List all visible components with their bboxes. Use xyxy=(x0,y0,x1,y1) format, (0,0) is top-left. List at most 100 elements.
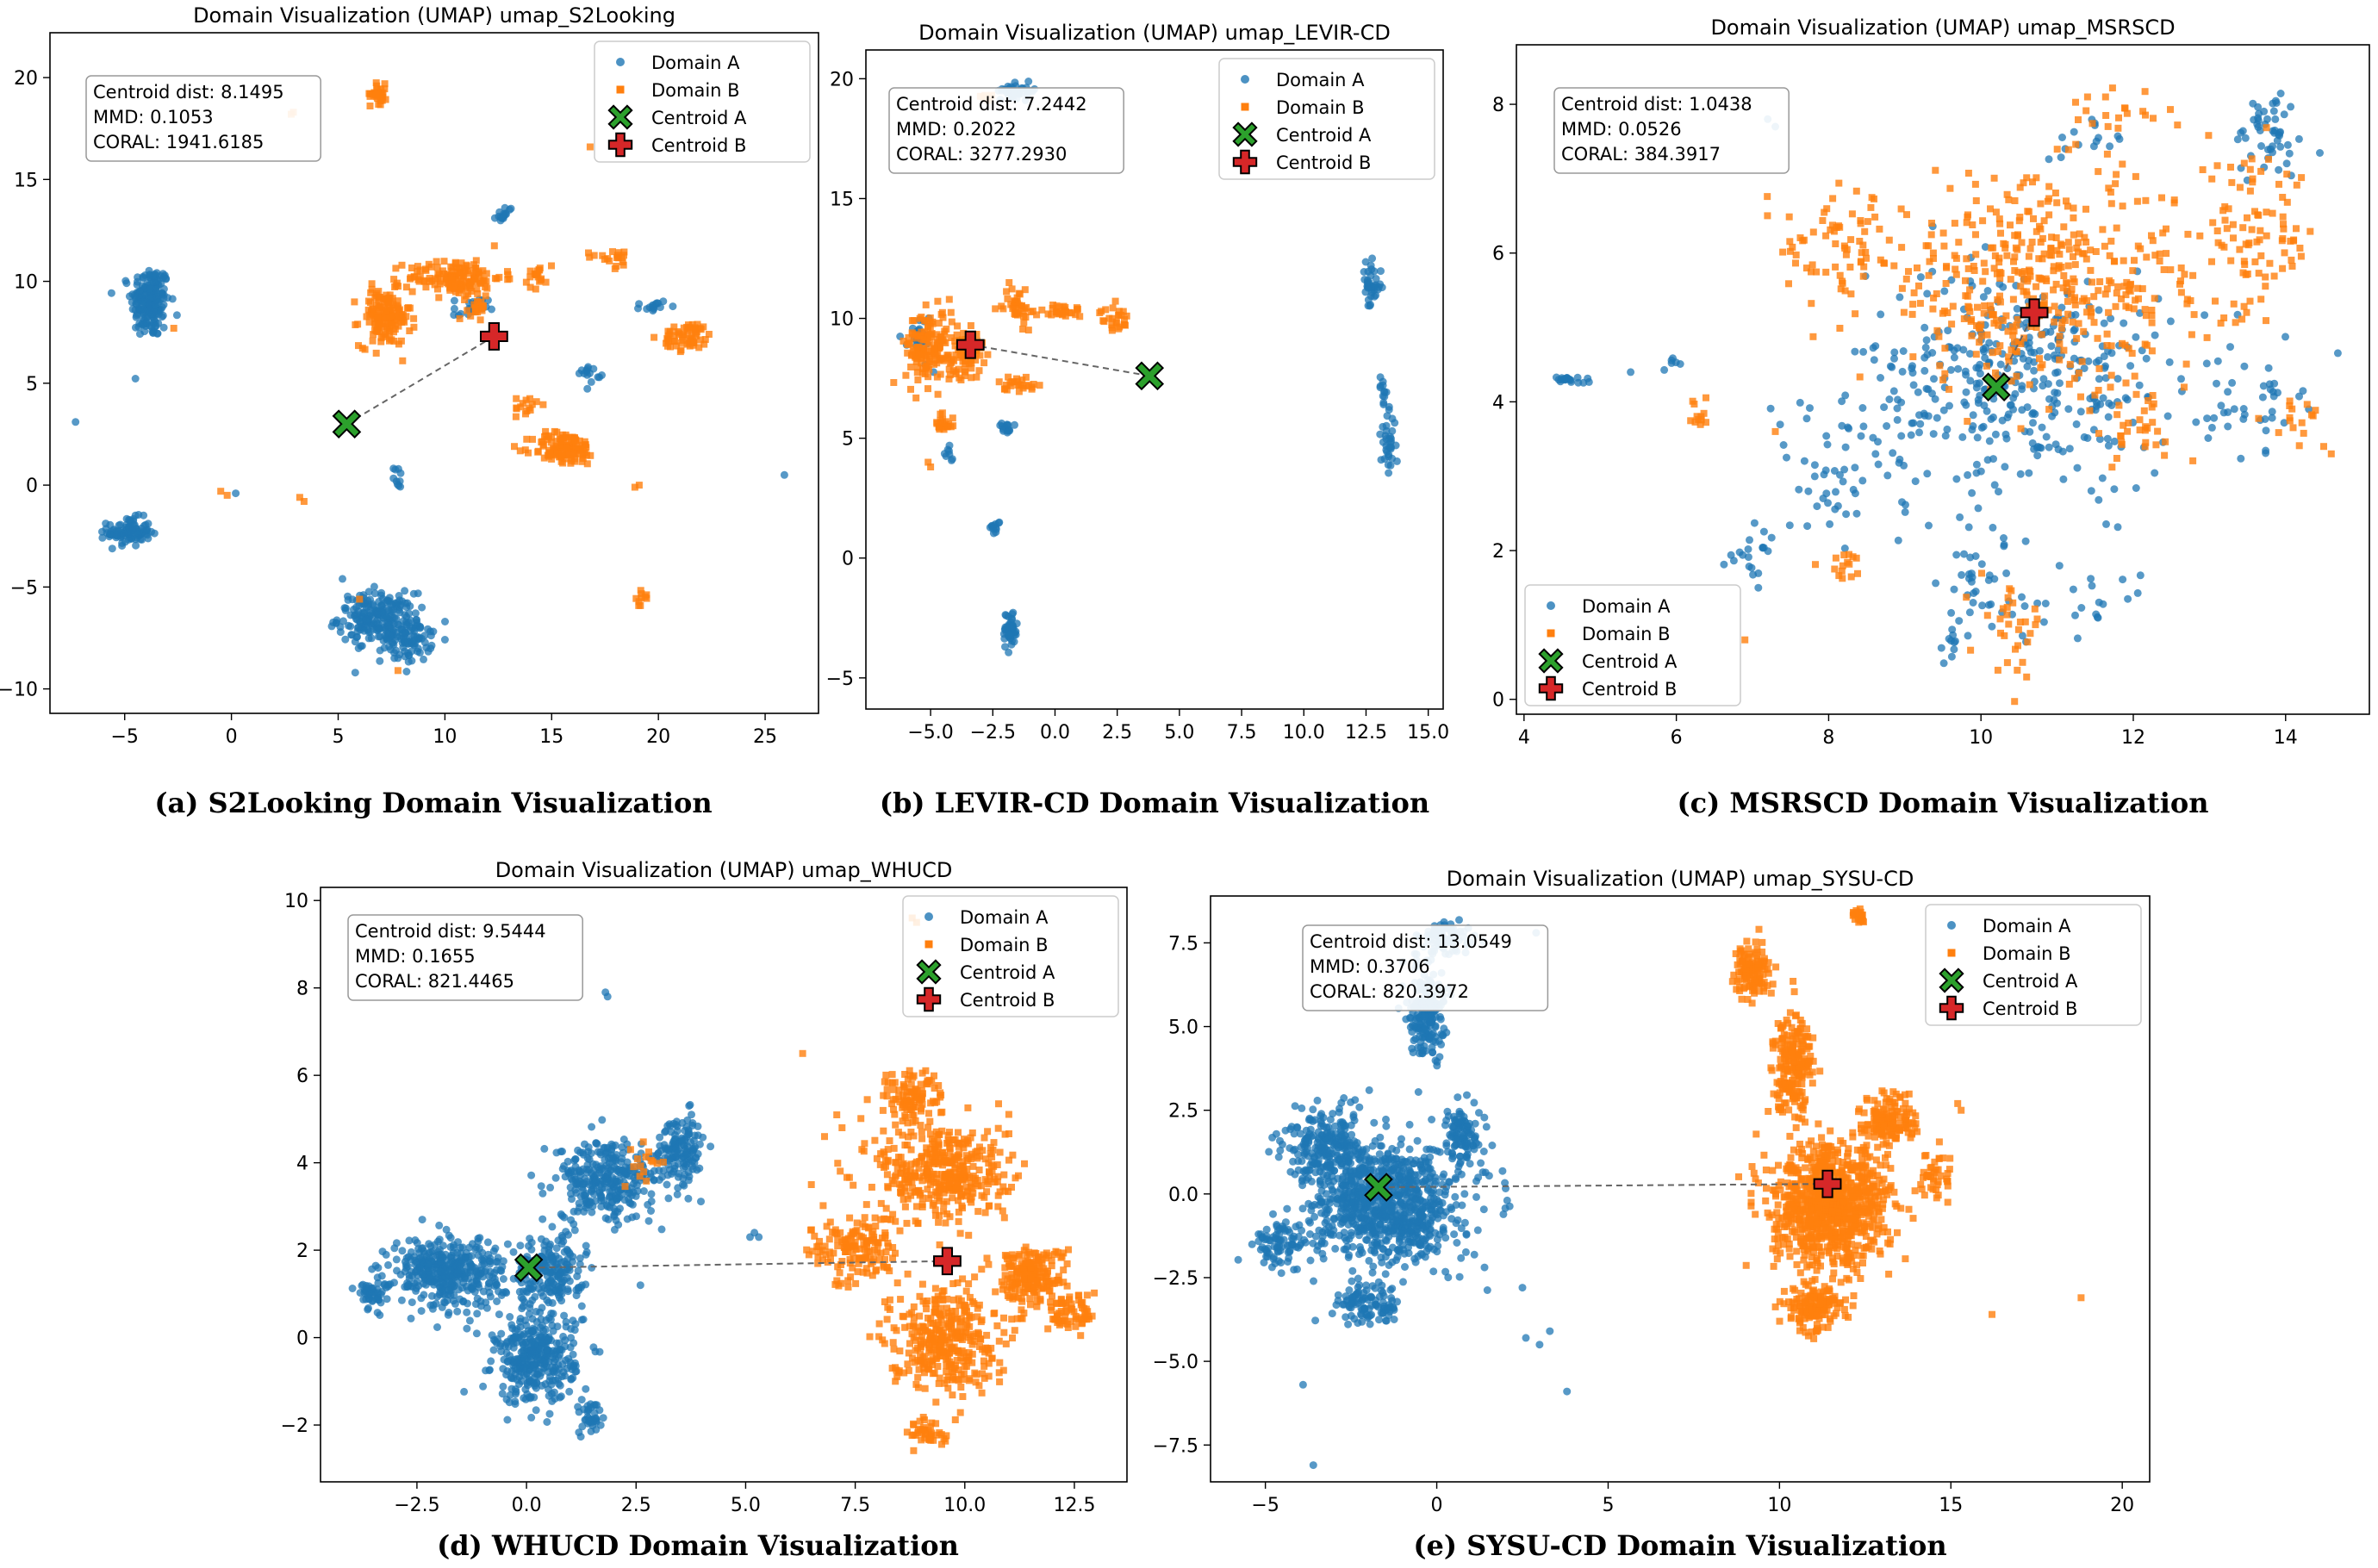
data-point-domain-b xyxy=(1012,298,1019,306)
data-point-domain-a xyxy=(2275,165,2283,174)
data-point-domain-a xyxy=(613,1195,621,1204)
data-point-domain-b xyxy=(538,439,545,446)
data-point-domain-a xyxy=(572,1291,581,1300)
data-point-domain-b xyxy=(1852,554,1860,562)
data-point-domain-b xyxy=(2139,108,2147,115)
data-point-domain-a xyxy=(1824,499,1832,507)
data-point-domain-b xyxy=(2080,327,2088,335)
data-point-domain-b xyxy=(458,259,465,267)
data-point-domain-a xyxy=(139,297,147,306)
data-point-domain-b xyxy=(925,1110,932,1117)
data-point-domain-a xyxy=(610,1210,619,1219)
data-point-domain-a xyxy=(425,1267,433,1276)
data-point-domain-a xyxy=(2135,381,2144,389)
data-point-domain-b xyxy=(2141,340,2149,348)
data-point-domain-a xyxy=(1921,343,1930,352)
data-point-domain-b xyxy=(677,346,685,354)
data-point-domain-a xyxy=(1364,296,1373,304)
data-point-domain-b xyxy=(389,295,396,302)
data-point-domain-b xyxy=(2053,246,2061,254)
data-point-domain-b xyxy=(2072,140,2080,148)
data-point-domain-b xyxy=(2246,297,2254,305)
y-tick-label: 6 xyxy=(1492,244,1504,265)
data-point-domain-a xyxy=(2132,484,2140,492)
data-point-domain-a xyxy=(162,275,171,283)
data-point-domain-a xyxy=(646,1169,655,1178)
data-point-domain-b xyxy=(356,595,364,603)
data-point-domain-b xyxy=(1859,272,1867,280)
data-point-domain-a xyxy=(341,604,350,613)
data-point-domain-b xyxy=(2019,658,2026,666)
data-point-domain-b xyxy=(2055,264,2063,272)
legend-label: Centroid B xyxy=(1582,679,1677,700)
data-point-domain-b xyxy=(937,370,944,378)
data-point-domain-a xyxy=(445,1231,453,1240)
y-tick-label: 20 xyxy=(830,69,854,90)
data-point-domain-a xyxy=(366,609,375,617)
data-point-domain-b xyxy=(475,268,482,276)
data-point-domain-b xyxy=(460,271,468,279)
data-point-domain-b xyxy=(377,101,384,109)
data-point-domain-b xyxy=(2010,327,2018,335)
data-point-domain-b xyxy=(1871,213,1879,221)
data-point-domain-b xyxy=(425,260,433,268)
data-point-domain-b xyxy=(583,460,591,468)
data-point-domain-a xyxy=(426,1242,435,1250)
scatter-points xyxy=(1552,84,2342,706)
data-point-domain-a xyxy=(2039,382,2047,390)
data-point-domain-a xyxy=(549,1327,557,1335)
data-point-domain-b xyxy=(1830,227,1838,235)
data-point-domain-a xyxy=(1908,362,1916,370)
centroid-b-marker xyxy=(2020,298,2049,327)
data-point-domain-a xyxy=(1376,430,1385,439)
data-point-domain-a xyxy=(1915,428,1923,437)
data-point-domain-b xyxy=(2163,225,2169,233)
data-point-domain-a xyxy=(577,1396,586,1404)
data-point-domain-b xyxy=(377,85,385,93)
data-point-domain-a xyxy=(2104,413,2113,421)
data-point-domain-a xyxy=(554,1272,563,1281)
data-point-domain-b xyxy=(2270,272,2278,280)
data-point-domain-b xyxy=(1068,309,1075,317)
x-tick-label: 0.0 xyxy=(1040,722,1070,744)
data-point-domain-b xyxy=(2125,304,2132,312)
data-point-domain-b xyxy=(2225,205,2232,213)
data-point-domain-b xyxy=(567,445,574,452)
data-point-domain-a xyxy=(558,1283,567,1291)
data-point-domain-b xyxy=(1856,373,1864,381)
data-point-domain-b xyxy=(902,371,910,379)
data-point-domain-b xyxy=(406,327,414,334)
data-point-domain-a xyxy=(2107,314,2115,323)
data-point-domain-b xyxy=(558,450,566,457)
data-point-domain-b xyxy=(1823,205,1831,213)
data-point-domain-b xyxy=(1955,239,1963,246)
data-point-domain-a xyxy=(2107,349,2116,358)
data-point-domain-b xyxy=(1841,287,1849,295)
data-point-domain-b xyxy=(383,310,390,318)
data-point-domain-b xyxy=(2103,285,2111,293)
data-point-domain-b xyxy=(2047,245,2055,252)
data-point-domain-a xyxy=(989,529,998,538)
data-point-domain-b xyxy=(361,345,369,353)
data-point-domain-a xyxy=(1970,589,1978,597)
centroid-b-marker xyxy=(479,322,508,351)
data-point-domain-b xyxy=(2095,168,2102,176)
data-point-domain-a xyxy=(394,654,402,663)
data-point-domain-a xyxy=(2262,426,2270,435)
data-point-domain-b xyxy=(529,435,536,443)
data-point-domain-a xyxy=(1999,283,2008,291)
data-point-domain-a xyxy=(354,644,363,652)
data-point-domain-b xyxy=(1687,417,1695,425)
data-point-domain-a xyxy=(132,541,140,550)
data-point-domain-b xyxy=(1989,349,1996,357)
data-point-domain-b xyxy=(1703,419,1709,426)
data-point-domain-a xyxy=(577,1302,586,1310)
data-point-domain-a xyxy=(396,1271,405,1279)
data-point-domain-b xyxy=(1786,238,1794,246)
data-point-domain-b xyxy=(2240,159,2248,167)
data-point-domain-a xyxy=(509,1374,518,1383)
data-point-domain-b xyxy=(2208,258,2215,265)
data-point-domain-a xyxy=(1367,289,1376,297)
data-point-domain-a xyxy=(543,1418,551,1426)
data-point-domain-b xyxy=(2060,223,2068,231)
